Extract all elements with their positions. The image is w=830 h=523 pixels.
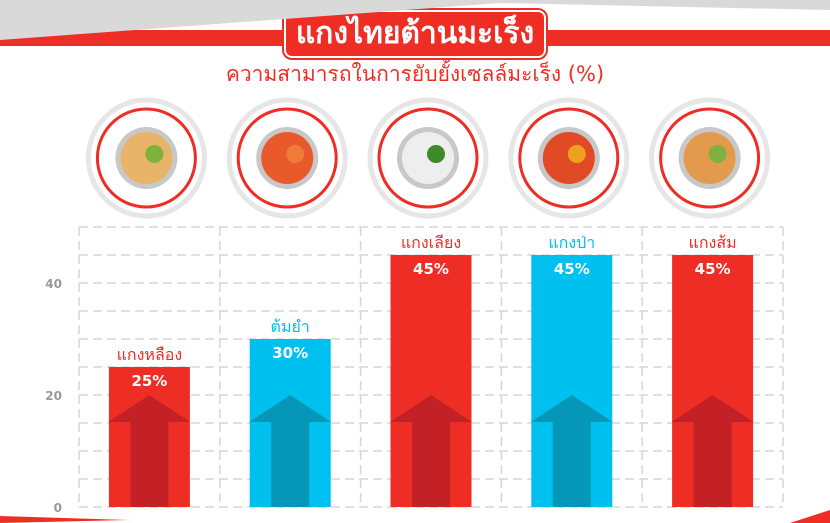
bar-value-label: 45%: [554, 260, 590, 278]
bar-category-label: แกงป่า: [548, 233, 595, 252]
bar-value-label: 30%: [272, 344, 308, 362]
footer-swoosh: [790, 510, 830, 523]
arrow-up-icon: [249, 395, 332, 507]
footer-swoosh: [0, 516, 130, 523]
y-tick-label: 20: [45, 389, 62, 403]
chart-title-wrap: แกงไทยต้านมะเร็ง: [0, 10, 830, 58]
garnish-icon: [145, 145, 164, 163]
chart-subtitle: ความสามารถในการยับยั้งเซลล์มะเร็ง (%): [225, 62, 605, 86]
bar-value-label: 45%: [413, 260, 449, 278]
chart-title: แกงไทยต้านมะเร็ง: [283, 10, 547, 58]
arrow-up-icon: [108, 395, 191, 507]
bar-category-label: แกงเลียง: [401, 233, 461, 252]
arrow-up-icon: [530, 395, 613, 507]
bar-category-label: แกงส้ม: [689, 233, 737, 252]
garnish-icon: [286, 145, 305, 163]
garnish-icon: [708, 145, 727, 163]
header-shadow: [0, 0, 830, 40]
bar-value-label: 25%: [131, 372, 167, 390]
arrow-up-icon: [671, 395, 754, 507]
y-tick-label: 0: [54, 501, 62, 515]
bar-category-label: แกงหลือง: [117, 345, 183, 364]
garnish-icon: [567, 145, 586, 163]
y-tick-label: 40: [45, 277, 62, 291]
arrow-up-icon: [390, 395, 472, 507]
bar-category-label: ต้มยำ: [271, 317, 310, 336]
bar-value-label: 45%: [695, 260, 731, 278]
garnish-icon: [427, 145, 445, 163]
